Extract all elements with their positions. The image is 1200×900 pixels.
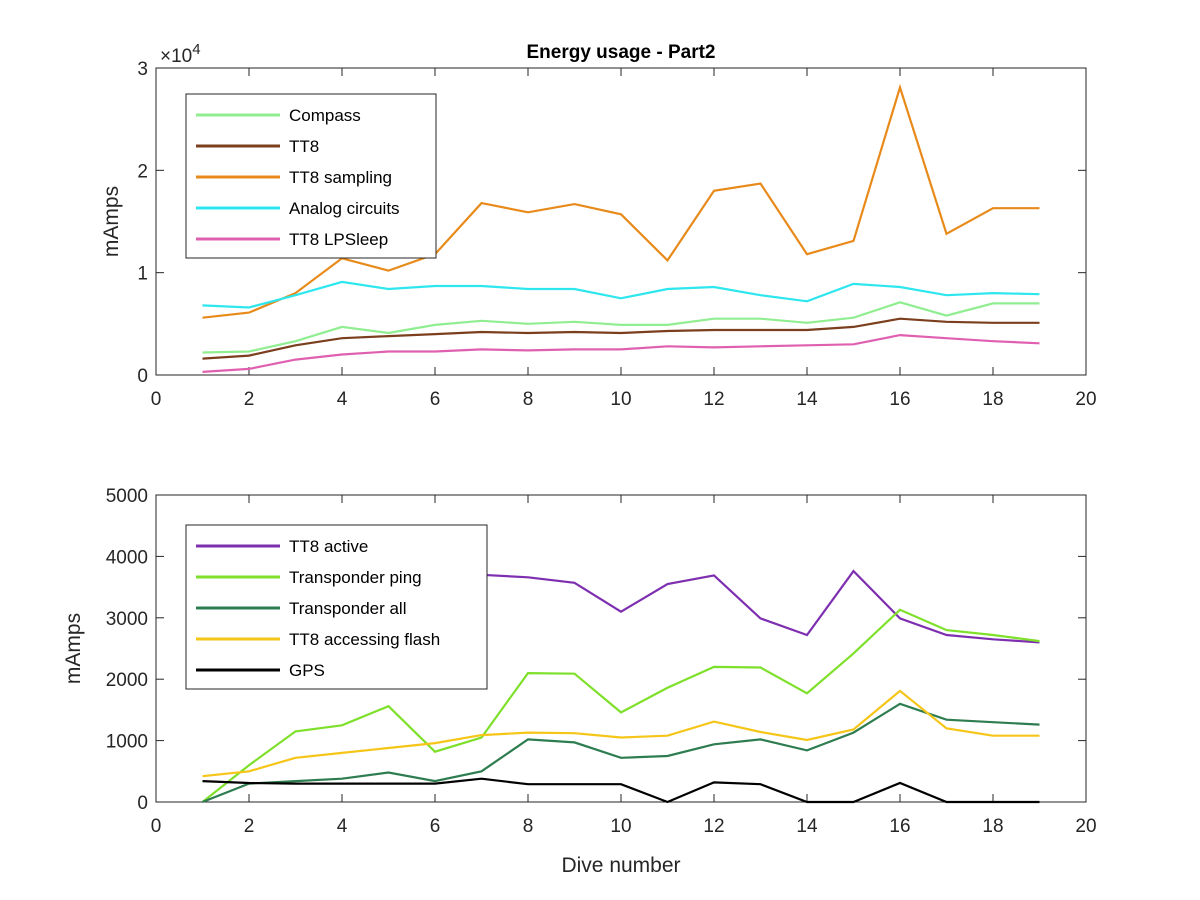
series-line-tt8 [202,317,1040,360]
legend-entry: TT8 LPSleep [289,230,388,249]
x-tick-label: 14 [796,389,818,410]
legend-entry: GPS [289,661,325,680]
x-tick-label: 12 [703,389,724,410]
x-tick-label: 10 [610,816,631,837]
series-line-compass [202,301,1040,354]
x-tick-label: 6 [430,816,441,837]
x-tick-label: 16 [889,816,910,837]
x-tick-label: 6 [430,389,441,410]
y-axis-label: mAmps [62,613,85,684]
y-exponent-label: ×104 [160,41,201,67]
y-tick-label: 2000 [106,670,148,691]
x-tick-label: 12 [703,816,724,837]
y-tick-label: 1 [137,264,148,285]
x-tick-label: 2 [244,389,255,410]
legend-entry: TT8 active [289,537,368,556]
x-tick-label: 16 [889,389,910,410]
series-line-tt8-lpsleep [202,333,1040,373]
legend: Compass TT8 TT8 sampling Analog circuits TT8… [185,93,437,259]
x-tick-label: 0 [151,389,162,410]
chart-title: Energy usage - Part2 [526,42,715,63]
x-tick-label: 2 [244,816,255,837]
legend-entry: Transponder all [289,599,407,618]
series-line-analog-circuits [202,280,1040,309]
legend-entry: TT8 sampling [289,168,392,187]
y-axis-label: mAmps [100,186,123,257]
y-tick-label: 0 [137,793,148,814]
y-tick-label: 5000 [106,486,148,507]
legend-entry: Compass [289,106,361,125]
y-tick-label: 1000 [106,732,148,753]
series-line-transponder-ping [201,608,1040,803]
x-tick-label: 4 [337,816,348,837]
x-tick-label: 8 [523,389,534,410]
y-tick-label: 0 [137,366,148,387]
legend-entry: TT8 [289,137,319,156]
x-tick-label: 4 [337,389,348,410]
x-axis-label: Dive number [561,854,680,877]
x-tick-label: 0 [151,816,162,837]
legend-entry: TT8 accessing flash [289,630,440,649]
x-tick-label: 14 [796,816,818,837]
chart-2: 0 2 4 6 8 10 12 14 16 18 20 0 1000 2000 3000 4000 5000 mA… [62,486,1097,877]
legend-entry: Transponder ping [289,568,422,587]
series-line-transponder-all [202,702,1040,804]
y-tick-label: 2 [137,161,148,182]
x-tick-label: 20 [1075,816,1096,837]
series-line-gps [202,777,1040,804]
legend: TT8 active Transponder ping Transponder al… [185,524,488,690]
legend-entry: Analog circuits [289,199,400,218]
x-tick-label: 18 [982,389,1003,410]
x-tick-label: 10 [610,389,631,410]
x-tick-label: 20 [1075,389,1096,410]
series-line-tt8-accessing-flash [202,689,1040,778]
x-tick-label: 18 [982,816,1003,837]
y-tick-label: 3 [137,59,148,80]
x-tick-label: 8 [523,816,534,837]
y-tick-label: 3000 [106,609,148,630]
y-tick-label: 4000 [106,547,148,568]
